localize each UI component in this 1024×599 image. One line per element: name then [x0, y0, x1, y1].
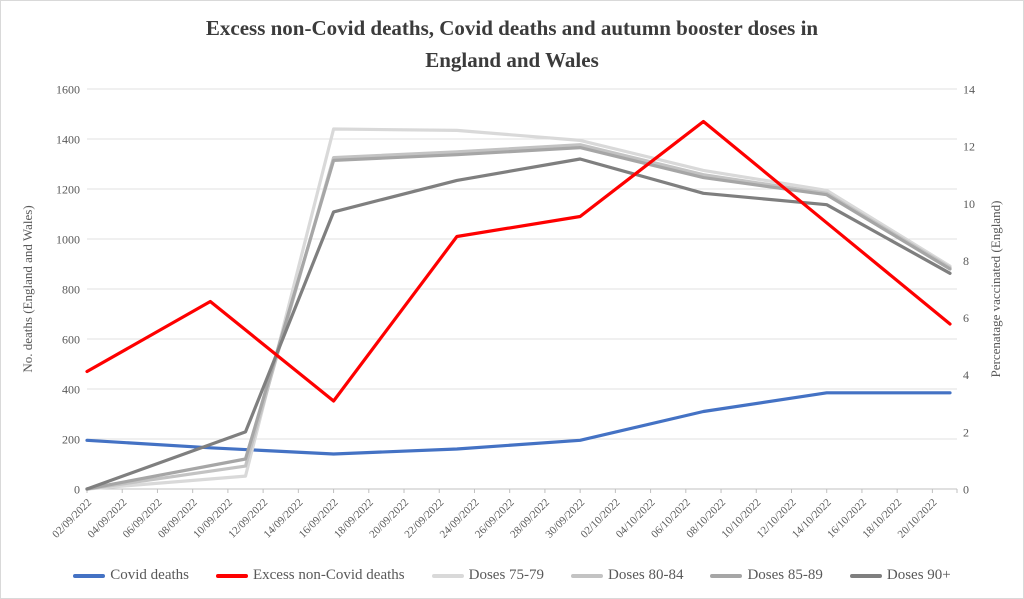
y-left-tick-label: 600: [62, 333, 80, 347]
legend-marker: [849, 573, 882, 578]
legend-marker: [710, 573, 743, 578]
legend-label: Doses 90+: [886, 567, 951, 583]
y-right-tick-label: 4: [963, 368, 969, 382]
chart-title: Excess non-Covid deaths, Covid deaths an…: [1, 13, 1023, 76]
y-axis-left-title: No. deaths (England and Wales): [20, 205, 35, 372]
y-left-tick-label: 200: [62, 433, 80, 447]
y-left-tick-label: 1600: [56, 83, 80, 97]
series-line-covid-deaths: [85, 391, 952, 456]
legend-item-doses-85-89: Doses 85-89: [710, 567, 823, 584]
legend-item-doses-80-84: Doses 80-84: [571, 567, 683, 584]
y-right-tick-label: 6: [963, 311, 969, 325]
legend-marker: [571, 573, 604, 578]
x-axis-tick-labels: 02/09/202204/09/202206/09/202208/09/2022…: [50, 497, 939, 541]
y-right-tick-label: 10: [963, 197, 975, 211]
series-line-doses-80-84: [85, 143, 952, 491]
legend-marker: [431, 573, 464, 578]
chart-title-line1: Excess non-Covid deaths, Covid deaths an…: [205, 16, 819, 40]
legend-marker: [73, 573, 106, 578]
y-left-tick-label: 0: [74, 483, 80, 497]
series-line-doses-75-79: [85, 127, 952, 491]
legend-item-excess-non-covid-deaths: Excess non-Covid deaths: [215, 567, 405, 584]
legend-label: Doses 75-79: [468, 567, 545, 583]
y-right-tick-label: 14: [963, 83, 975, 97]
legend-label: Excess non-Covid deaths: [252, 567, 405, 583]
y-left-tick-label: 1000: [56, 233, 80, 247]
y-left-tick-label: 1200: [56, 183, 80, 197]
x-axis: [86, 488, 958, 493]
y-axis-right-tick-labels: 0 2 4 6 8 10 12 14: [963, 83, 975, 497]
y-left-tick-label: 1400: [56, 133, 80, 147]
y-left-tick-label: 400: [62, 383, 80, 397]
series-line-doses-85-89: [85, 146, 952, 491]
series-line-doses-90-: [85, 157, 952, 491]
legend-item-doses-75-79: Doses 75-79: [431, 567, 545, 584]
chart-svg: 0 200 400 600 800 1000 1200 1400 1600 0 2 4 6 8 10 12 1…: [20, 83, 1003, 541]
legend-item-doses-90-: Doses 90+: [849, 567, 951, 584]
y-right-tick-label: 2: [963, 425, 969, 439]
y-right-tick-label: 12: [963, 140, 975, 154]
series-line-excess-non-covid-deaths: [85, 119, 952, 403]
legend-item-covid-deaths: Covid deaths: [73, 567, 189, 584]
legend-label: Doses 85-89: [747, 567, 823, 583]
gridlines: [87, 88, 957, 440]
chart-legend: Covid deaths Excess non-Covid deaths Doses…: [1, 567, 1023, 584]
y-right-tick-label: 8: [963, 254, 969, 268]
y-axis-left-tick-labels: 0 200 400 600 800 1000 1200 1400 1600: [56, 83, 80, 497]
chart-title-line2: England and Wales: [425, 47, 599, 72]
legend-label: Covid deaths: [110, 567, 189, 583]
y-axis-right-title: Percenatage vaccinated (England): [988, 201, 1003, 378]
y-left-tick-label: 800: [62, 283, 80, 297]
y-right-tick-label: 0: [963, 483, 969, 497]
legend-marker: [215, 573, 248, 578]
series-lines: [85, 119, 952, 491]
legend-label: Doses 80-84: [608, 567, 684, 583]
